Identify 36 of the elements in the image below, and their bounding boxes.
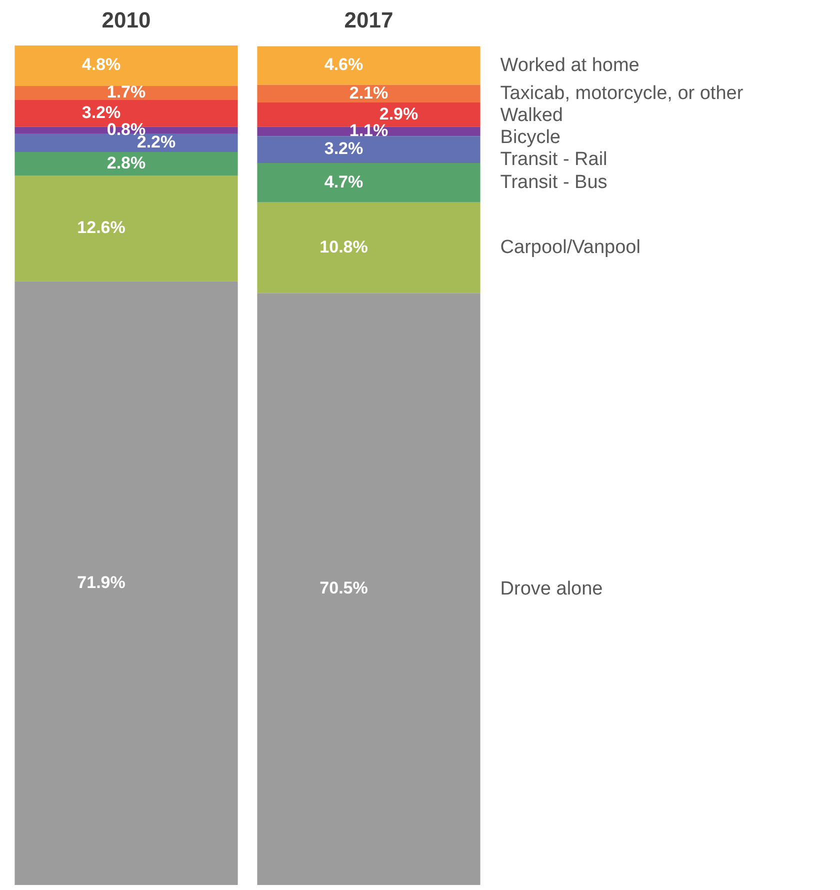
- data-label: 2.1%: [349, 83, 388, 102]
- bar: [257, 84, 480, 102]
- data-label: 3.2%: [82, 103, 121, 122]
- data-label: 1.1%: [349, 121, 388, 140]
- bar: [14, 134, 238, 152]
- bar: [257, 136, 480, 163]
- bar: [257, 162, 480, 202]
- series-label: Walked: [500, 104, 563, 126]
- bar: [257, 202, 480, 294]
- series-label: Drove alone: [500, 578, 603, 600]
- data-label: 2.8%: [106, 153, 146, 172]
- bar: [257, 293, 480, 885]
- data-label: 10.8%: [320, 237, 368, 256]
- bar: [14, 86, 238, 100]
- series-label: Worked at home: [500, 54, 640, 76]
- data-label: 4.7%: [324, 172, 364, 192]
- bar: [14, 176, 238, 282]
- series-label: Bicycle: [500, 126, 560, 148]
- data-label: 70.5%: [320, 578, 368, 598]
- data-label: 12.6%: [77, 218, 126, 238]
- x-tick-label: 2017: [344, 7, 394, 32]
- bar: [14, 45, 238, 86]
- series-label: Taxicab, motorcycle, or other: [500, 82, 744, 104]
- data-label: 4.8%: [82, 55, 121, 74]
- data-label: 71.9%: [77, 572, 126, 592]
- series-label: Transit - Rail: [500, 148, 608, 170]
- series-label: Carpool/Vanpool: [500, 236, 640, 258]
- bar: [257, 46, 480, 85]
- bar: [14, 281, 238, 885]
- x-tick-label: 2010: [102, 7, 151, 32]
- data-label: 3.2%: [324, 139, 364, 158]
- series-label: Transit - Bus: [500, 172, 608, 193]
- bar: [14, 152, 238, 176]
- data-label: 4.6%: [324, 55, 364, 74]
- data-label: 2.9%: [379, 104, 418, 124]
- data-label: 1.7%: [106, 82, 146, 102]
